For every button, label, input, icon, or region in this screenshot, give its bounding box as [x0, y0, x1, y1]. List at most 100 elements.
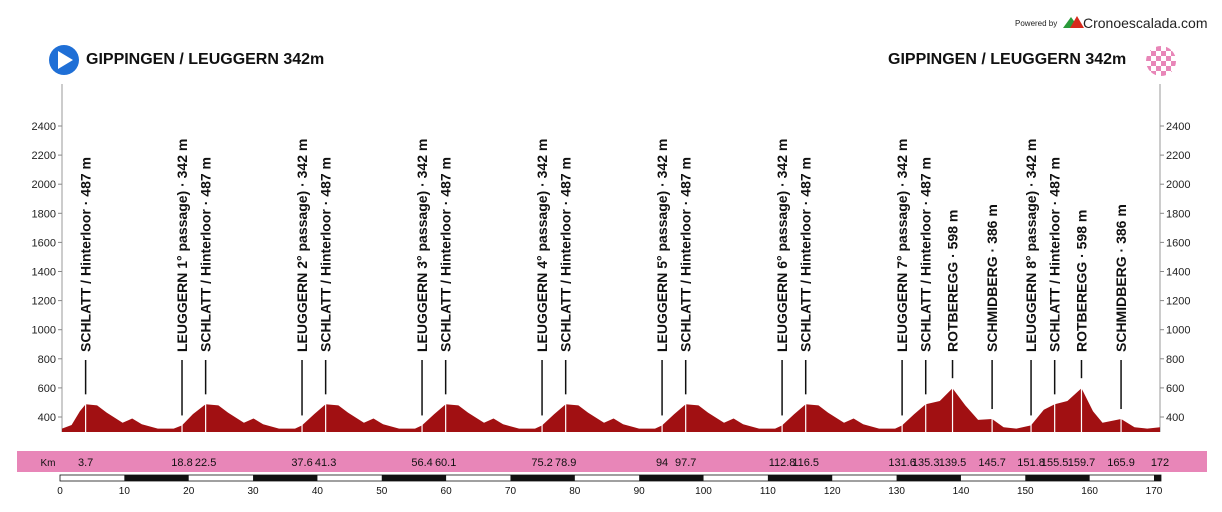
- y-tick-label-left: 600: [38, 383, 56, 395]
- waypoint-label: SCHLATT / Hinterloor · 487 m: [1047, 157, 1063, 352]
- km-marker-label: 155.5: [1041, 457, 1069, 469]
- powered-by-text: Powered by: [1015, 19, 1058, 28]
- waypoint-label: ROTBEREGG · 598 m: [945, 210, 961, 352]
- km-marker-label: 145.7: [978, 457, 1006, 469]
- x-tick-label: 110: [760, 486, 776, 497]
- y-tick-label-right: 400: [1166, 412, 1184, 424]
- scale-bar-frame: [59, 474, 1162, 482]
- y-tick-label-left: 1000: [32, 325, 56, 337]
- start-location-label: GIPPINGEN / LEUGGERN 342m: [86, 51, 325, 68]
- y-tick-label-left: 400: [38, 412, 56, 424]
- y-tick-label-left: 2400: [32, 121, 56, 133]
- y-tick-label-left: 2000: [32, 179, 56, 191]
- y-tick-label-right: 1400: [1166, 267, 1190, 279]
- km-marker-label: 116.5: [792, 457, 819, 469]
- y-tick-label-right: 2000: [1166, 179, 1190, 191]
- waypoint-label: ROTBEREGG · 598 m: [1074, 210, 1090, 352]
- km-marker-label: 18.8: [171, 457, 192, 469]
- km-marker-label: 60.1: [435, 457, 456, 469]
- scale-bar-segment: [253, 475, 318, 481]
- waypoint-label: SCHMIDBERG · 386 m: [984, 204, 1000, 352]
- finish-location-label: GIPPINGEN / LEUGGERN 342m: [888, 51, 1127, 68]
- x-tick-label: 100: [695, 486, 712, 497]
- km-marker-label: 37.6: [291, 457, 312, 469]
- y-tick-label-left: 1800: [32, 208, 56, 220]
- mountain-logo-icon: [1063, 16, 1084, 28]
- x-tick-label: 90: [634, 486, 646, 497]
- km-marker-label: 159.7: [1068, 457, 1096, 469]
- y-tick-label-right: 1600: [1166, 237, 1190, 249]
- x-tick-label: 130: [888, 486, 905, 497]
- y-tick-label-right: 800: [1166, 354, 1184, 366]
- x-tick-label: 70: [505, 486, 517, 497]
- elevation-profile-area: [62, 388, 1160, 432]
- waypoint-label: LEUGGERN 7° passage) · 342 m: [894, 139, 910, 352]
- km-marker-label: 3.7: [78, 457, 93, 469]
- waypoint-label: LEUGGERN 5° passage) · 342 m: [654, 139, 670, 352]
- x-tick-label: 10: [119, 486, 131, 497]
- km-marker-label: 172: [1151, 457, 1169, 469]
- y-tick-label-right: 1800: [1166, 208, 1190, 220]
- y-tick-label-left: 2200: [32, 150, 56, 162]
- scale-bar-segment: [639, 475, 704, 481]
- waypoint-label: SCHLATT / Hinterloor · 487 m: [918, 157, 934, 352]
- waypoint-label: SCHLATT / Hinterloor · 487 m: [318, 157, 334, 352]
- km-marker-label: 112.8: [769, 457, 796, 469]
- waypoint-label: LEUGGERN 3° passage) · 342 m: [414, 139, 430, 352]
- scale-bar-segment: [896, 475, 961, 481]
- waypoint-label: SCHLATT / Hinterloor · 487 m: [78, 157, 94, 352]
- scale-bar-segment: [510, 475, 575, 481]
- km-unit-label: Km: [41, 458, 56, 469]
- waypoint-label: LEUGGERN 2° passage) · 342 m: [294, 139, 310, 352]
- waypoint-label: SCHLATT / Hinterloor · 487 m: [438, 157, 454, 352]
- waypoint-label: SCHLATT / Hinterloor · 487 m: [678, 157, 694, 352]
- waypoint-label: LEUGGERN 1° passage) · 342 m: [174, 139, 190, 352]
- km-marker-label: 41.3: [315, 457, 336, 469]
- waypoint-label: SCHLATT / Hinterloor · 487 m: [798, 157, 814, 352]
- waypoint-label: LEUGGERN 6° passage) · 342 m: [774, 139, 790, 352]
- x-tick-label: 140: [953, 486, 970, 497]
- scale-bar-segment: [1154, 475, 1161, 481]
- km-marker-label: 135.3: [912, 457, 940, 469]
- km-band: [17, 451, 1207, 472]
- x-tick-label: 0: [57, 486, 63, 497]
- km-marker-label: 56.4: [411, 457, 432, 469]
- waypoint-label: LEUGGERN 4° passage) · 342 m: [534, 139, 550, 352]
- scale-bar-segment: [124, 475, 189, 481]
- km-marker-label: 151.8: [1017, 457, 1045, 469]
- y-tick-label-right: 600: [1166, 383, 1184, 395]
- y-tick-label-left: 1400: [32, 267, 56, 279]
- km-marker-label: 94: [656, 457, 668, 469]
- km-marker-label: 165.9: [1107, 457, 1135, 469]
- x-tick-label: 50: [376, 486, 388, 497]
- waypoint-label: SCHLATT / Hinterloor · 487 m: [558, 157, 574, 352]
- x-tick-label: 150: [1017, 486, 1034, 497]
- km-marker-label: 131.6: [888, 457, 916, 469]
- scale-bar-segment: [767, 475, 833, 481]
- y-tick-label-right: 1000: [1166, 325, 1190, 337]
- km-marker-label: 78.9: [555, 457, 576, 469]
- x-tick-label: 40: [312, 486, 324, 497]
- x-tick-label: 120: [824, 486, 841, 497]
- km-marker-label: 22.5: [195, 457, 216, 469]
- waypoint-label: LEUGGERN 8° passage) · 342 m: [1023, 139, 1039, 352]
- finish-checkered-icon: [1146, 46, 1176, 76]
- x-tick-label: 30: [247, 486, 259, 497]
- x-tick-label: 20: [183, 486, 195, 497]
- scale-bar-segment: [381, 475, 447, 481]
- x-tick-label: 160: [1081, 486, 1098, 497]
- y-tick-label-right: 2400: [1166, 121, 1190, 133]
- km-marker-label: 75.2: [531, 457, 552, 469]
- km-marker-label: 97.7: [675, 457, 696, 469]
- brand-logo-text: Cronoescalada.com: [1083, 15, 1208, 31]
- x-tick-label: 170: [1146, 486, 1163, 497]
- waypoint-label: SCHMIDBERG · 386 m: [1113, 204, 1129, 352]
- y-tick-label-right: 2200: [1166, 150, 1190, 162]
- start-flag-icon: [49, 45, 79, 75]
- x-tick-label: 80: [569, 486, 581, 497]
- km-marker-label: 139.5: [939, 457, 967, 469]
- y-tick-label-left: 800: [38, 354, 56, 366]
- y-tick-label-left: 1200: [32, 296, 56, 308]
- y-tick-label-left: 1600: [32, 237, 56, 249]
